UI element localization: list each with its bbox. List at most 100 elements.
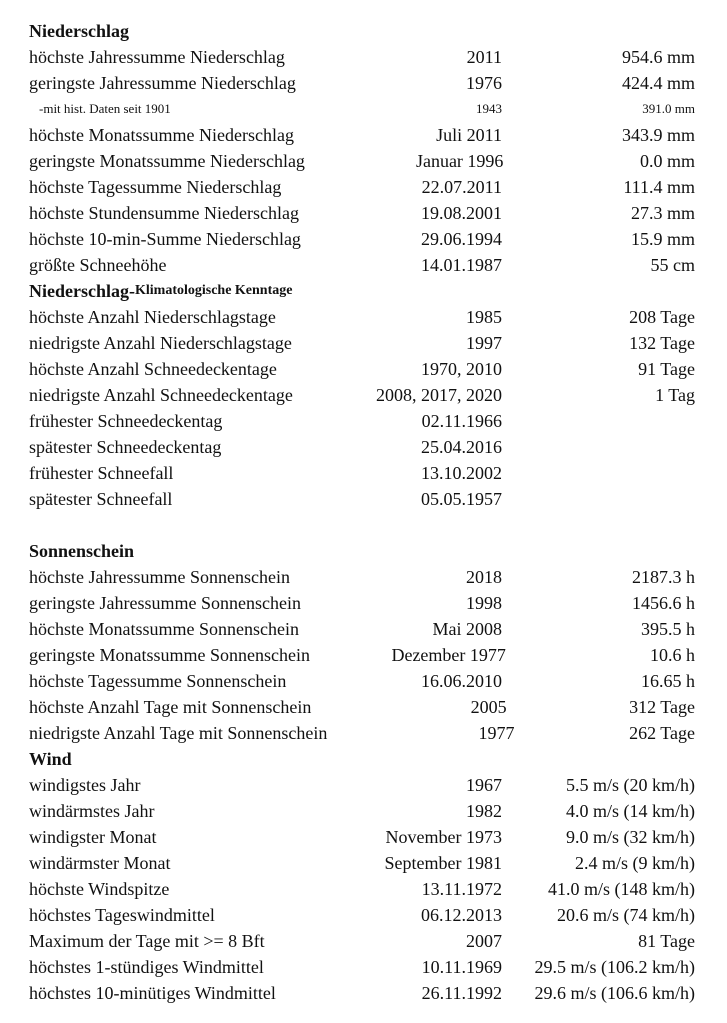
table-row: frühester Schneefall 13.10.2002 <box>29 460 695 486</box>
section-title: Wind <box>29 749 72 769</box>
record-value: 9.0 m/s (32 km/h) <box>566 827 695 847</box>
record-label: höchste Windspitze <box>29 879 170 899</box>
record-date: 1977 <box>478 723 515 743</box>
table-row: höchste Tagessumme Sonnenschein 16.06.201… <box>29 668 695 694</box>
record-label: höchstes 10-minütiges Windmittel <box>29 983 276 1003</box>
section-heading: Niederschlag- Klimatologische Kenntage <box>29 278 695 304</box>
record-date: 2018 <box>466 567 502 587</box>
record-date: 06.12.2013 <box>421 905 502 925</box>
table-row: höchste Anzahl Niederschlagstage 1985 208 … <box>29 304 695 330</box>
record-date: 29.06.1994 <box>421 229 502 249</box>
record-label: höchste Stundensumme Niederschlag <box>29 203 299 223</box>
record-date: 19.08.2001 <box>421 203 502 223</box>
table-row: windärmstes Jahr 1982 4.0 m/s (14 km/h) <box>29 798 695 824</box>
record-label: niedrigste Anzahl Niederschlagstage <box>29 333 292 353</box>
table-row: geringste Monatssumme Niederschlag Januar… <box>29 148 695 174</box>
record-value: 111.4 mm <box>623 177 695 197</box>
record-value: 2.4 m/s (9 km/h) <box>575 853 695 873</box>
record-label: spätester Schneedeckentag <box>29 437 222 457</box>
record-value: 27.3 mm <box>630 203 695 223</box>
table-row: windärmster Monat September 1981 2.4 m/s (… <box>29 850 695 876</box>
table-row: geringste Monatssumme Sonnenschein Dezemb… <box>29 642 695 668</box>
record-label: windigstes Jahr <box>29 775 141 795</box>
record-value: 29.6 m/s (106.6 km/h) <box>534 983 696 1003</box>
record-value: 91 Tage <box>638 359 695 379</box>
table-row: höchste Anzahl Tage mit Sonnenschein 2005… <box>29 694 695 720</box>
table-row: niedrigste Anzahl Tage mit Sonnenschein 1… <box>29 720 695 746</box>
record-date: 2008, 2017, 2020 <box>376 385 502 405</box>
record-label: geringste Jahressumme Sonnenschein <box>29 593 301 613</box>
record-value <box>502 408 695 434</box>
record-label: geringste Monatssumme Niederschlag <box>29 151 305 171</box>
record-value: 0.0 mm <box>639 151 695 171</box>
record-date: 1967 <box>466 775 502 795</box>
table-row: niedrigste Anzahl Schneedeckentage 2008, … <box>29 382 695 408</box>
record-value: 424.4 mm <box>621 73 695 93</box>
record-value: 208 Tage <box>629 307 695 327</box>
table-row: höchste Monatssumme Sonnenschein Mai 2008… <box>29 616 695 642</box>
record-label: höchste Monatssumme Sonnenschein <box>29 619 299 639</box>
record-date: 14.01.1987 <box>421 255 502 275</box>
table-row: höchstes 10-minütiges Windmittel 26.11.19… <box>29 980 695 1006</box>
record-label: höchste Tagessumme Niederschlag <box>29 177 282 197</box>
record-label: frühester Schneedeckentag <box>29 411 223 431</box>
record-value: 16.65 h <box>641 671 695 691</box>
table-row: -mit hist. Daten seit 1901 1943 391.0 mm <box>29 96 695 122</box>
table-row: spätester Schneefall 05.05.1957 <box>29 486 695 512</box>
record-label: spätester Schneefall <box>29 489 173 509</box>
table-row: größte Schneehöhe 14.01.1987 55 cm <box>29 252 695 278</box>
record-date: 13.10.2002 <box>421 463 502 483</box>
record-value: 1456.6 h <box>632 593 695 613</box>
table-row: niedrigste Anzahl Niederschlagstage 1997 1… <box>29 330 695 356</box>
record-value <box>502 460 695 486</box>
table-row: Maximum der Tage mit >= 8 Bft 2007 81 Tage <box>29 928 695 954</box>
record-label: höchste 10-min-Summe Niederschlag <box>29 229 301 249</box>
table-row: höchste Windspitze 13.11.1972 41.0 m/s (14… <box>29 876 695 902</box>
record-label: windärmstes Jahr <box>29 801 155 821</box>
record-date: 26.11.1992 <box>421 983 502 1003</box>
table-row: höchste Anzahl Schneedeckentage 1970, 201… <box>29 356 695 382</box>
record-date: 1998 <box>466 593 502 613</box>
record-label: höchstes Tageswindmittel <box>29 905 215 925</box>
record-date: 1976 <box>466 73 502 93</box>
record-label: höchste Anzahl Tage mit Sonnenschein <box>29 697 312 717</box>
record-date: 2011 <box>466 47 502 67</box>
record-date: 2007 <box>466 931 502 951</box>
record-date: Juli 2011 <box>436 125 502 145</box>
record-date: 25.04.2016 <box>421 437 502 457</box>
record-date: Januar 1996 <box>415 151 504 171</box>
record-label: höchste Anzahl Schneedeckentage <box>29 359 277 379</box>
record-date: 1982 <box>466 801 502 821</box>
table-row: windigstes Jahr 1967 5.5 m/s (20 km/h) <box>29 772 695 798</box>
table-row: höchstes 1-stündiges Windmittel 10.11.196… <box>29 954 695 980</box>
record-label: höchstes 1-stündiges Windmittel <box>29 957 264 977</box>
record-date: 05.05.1957 <box>421 489 502 509</box>
record-date: 1970, 2010 <box>421 359 502 379</box>
spacer <box>29 512 695 538</box>
record-value: 343.9 mm <box>621 125 695 145</box>
record-value: 132 Tage <box>629 333 695 353</box>
record-value: 5.5 m/s (20 km/h) <box>566 775 695 795</box>
table-row: windigster Monat November 1973 9.0 m/s (32… <box>29 824 695 850</box>
record-value: 954.6 mm <box>621 47 695 67</box>
record-value: 55 cm <box>650 255 696 275</box>
record-date: 16.06.2010 <box>421 671 502 691</box>
record-date: 22.07.2011 <box>421 177 502 197</box>
record-value: 10.6 h <box>650 645 695 665</box>
table-row: höchste Stundensumme Niederschlag 19.08.2… <box>29 200 695 226</box>
record-label: geringste Monatssumme Sonnenschein <box>29 645 310 665</box>
record-value: 1 Tag <box>655 385 695 405</box>
record-label: geringste Jahressumme Niederschlag <box>29 73 296 93</box>
record-date: September 1981 <box>384 853 502 873</box>
record-value: 262 Tage <box>629 723 695 743</box>
record-label: frühester Schneefall <box>29 463 174 483</box>
section-heading: Wind <box>29 746 695 772</box>
record-value: 395.5 h <box>641 619 695 639</box>
section-title: Sonnenschein <box>29 541 135 561</box>
record-label: windigster Monat <box>29 827 157 847</box>
record-date: Mai 2008 <box>432 619 503 639</box>
record-value: 15.9 mm <box>630 229 695 249</box>
record-date: 1997 <box>466 333 502 353</box>
section-title: Niederschlag <box>29 21 129 41</box>
record-label: niedrigste Anzahl Tage mit Sonnenschein <box>29 723 328 743</box>
